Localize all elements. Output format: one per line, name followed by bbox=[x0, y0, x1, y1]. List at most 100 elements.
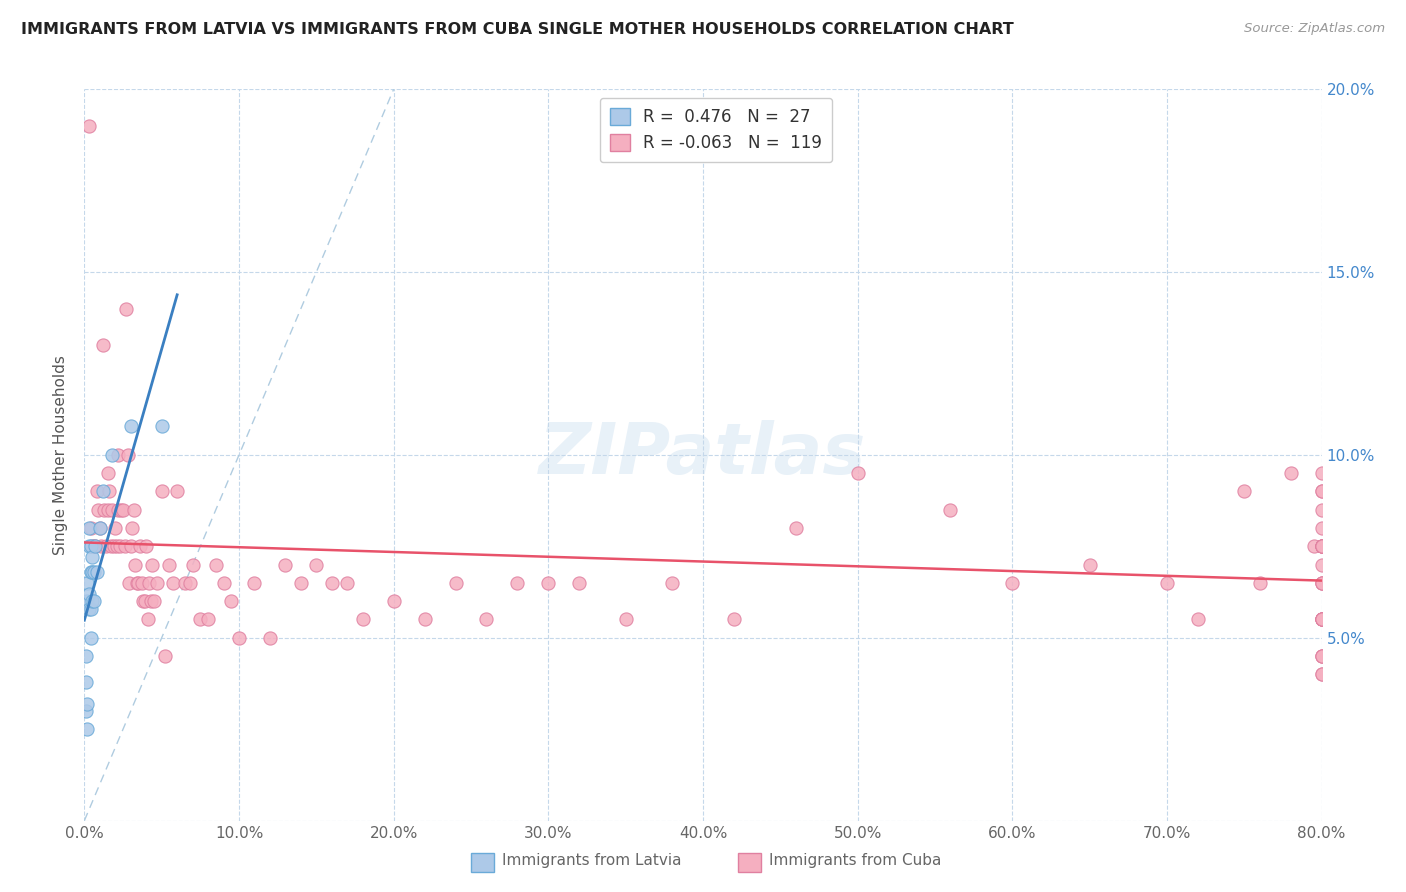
Point bbox=[1310, 613, 1333, 627]
Point bbox=[127, 576, 149, 591]
Point bbox=[846, 466, 869, 480]
Point bbox=[413, 613, 436, 627]
Point bbox=[83, 539, 105, 553]
Point bbox=[785, 521, 807, 535]
Point bbox=[243, 576, 266, 591]
Point bbox=[90, 539, 112, 553]
Point bbox=[112, 503, 135, 517]
Point bbox=[219, 594, 242, 608]
Point bbox=[82, 539, 104, 553]
Point bbox=[115, 301, 138, 316]
Text: Source: ZipAtlas.com: Source: ZipAtlas.com bbox=[1244, 22, 1385, 36]
Point bbox=[94, 539, 117, 553]
Point bbox=[162, 576, 184, 591]
Point bbox=[141, 558, 163, 572]
Point bbox=[125, 576, 148, 591]
Point bbox=[79, 601, 101, 615]
Point bbox=[120, 539, 142, 553]
Point bbox=[101, 503, 124, 517]
Point bbox=[104, 521, 127, 535]
Text: Immigrants from Cuba: Immigrants from Cuba bbox=[769, 853, 942, 868]
Text: ZIPatlas: ZIPatlas bbox=[540, 420, 866, 490]
Point bbox=[121, 521, 143, 535]
Point bbox=[84, 539, 107, 553]
Point bbox=[1078, 558, 1101, 572]
Point bbox=[139, 594, 162, 608]
Point bbox=[1310, 649, 1333, 664]
Point bbox=[1310, 521, 1333, 535]
Point bbox=[75, 649, 97, 664]
Point bbox=[110, 503, 132, 517]
Point bbox=[1279, 466, 1302, 480]
Point bbox=[1310, 539, 1333, 553]
Text: Immigrants from Latvia: Immigrants from Latvia bbox=[502, 853, 682, 868]
Point bbox=[77, 521, 100, 535]
Point bbox=[134, 594, 156, 608]
Point bbox=[76, 697, 98, 711]
Point bbox=[135, 539, 157, 553]
Point bbox=[1310, 613, 1333, 627]
Point bbox=[274, 558, 297, 572]
Point bbox=[101, 448, 124, 462]
Point bbox=[146, 576, 169, 591]
Point bbox=[100, 539, 122, 553]
Point bbox=[336, 576, 359, 591]
Point bbox=[1310, 539, 1333, 553]
Point bbox=[181, 558, 204, 572]
Point bbox=[105, 539, 128, 553]
Point bbox=[1310, 576, 1333, 591]
Point bbox=[1310, 558, 1333, 572]
Point bbox=[1310, 539, 1333, 553]
Point bbox=[98, 484, 121, 499]
Point bbox=[84, 539, 107, 553]
Point bbox=[1310, 576, 1333, 591]
Point bbox=[1310, 539, 1333, 553]
Point bbox=[1310, 667, 1333, 681]
Point bbox=[129, 539, 152, 553]
Point bbox=[174, 576, 197, 591]
Point bbox=[131, 576, 153, 591]
Point bbox=[1310, 649, 1333, 664]
Point bbox=[153, 649, 176, 664]
Point bbox=[108, 539, 131, 553]
Point bbox=[305, 558, 328, 572]
Point bbox=[506, 576, 529, 591]
Point bbox=[1310, 613, 1333, 627]
Point bbox=[77, 587, 100, 601]
Point bbox=[1310, 484, 1333, 499]
Point bbox=[1310, 466, 1333, 480]
Point bbox=[1249, 576, 1271, 591]
Point bbox=[1310, 667, 1333, 681]
Point bbox=[321, 576, 343, 591]
Point bbox=[76, 594, 98, 608]
Point bbox=[1310, 503, 1333, 517]
Point bbox=[1156, 576, 1178, 591]
Point bbox=[138, 576, 160, 591]
Point bbox=[77, 119, 100, 133]
Point bbox=[79, 521, 101, 535]
Point bbox=[568, 576, 591, 591]
Point bbox=[76, 576, 98, 591]
Point bbox=[150, 418, 173, 433]
Point bbox=[661, 576, 683, 591]
Point bbox=[166, 484, 188, 499]
Point bbox=[290, 576, 312, 591]
Point bbox=[1302, 539, 1324, 553]
Point bbox=[939, 503, 962, 517]
Point bbox=[475, 613, 498, 627]
Point bbox=[91, 484, 114, 499]
Point bbox=[132, 594, 155, 608]
Point bbox=[1187, 613, 1209, 627]
Point bbox=[82, 565, 104, 579]
Point bbox=[352, 613, 374, 627]
Point bbox=[143, 594, 166, 608]
Point bbox=[444, 576, 467, 591]
Point bbox=[82, 550, 104, 565]
Point bbox=[89, 521, 111, 535]
Point bbox=[1001, 576, 1024, 591]
Point bbox=[77, 539, 100, 553]
Point bbox=[150, 484, 173, 499]
Point bbox=[77, 601, 100, 615]
Point bbox=[614, 613, 637, 627]
Point bbox=[82, 594, 104, 608]
